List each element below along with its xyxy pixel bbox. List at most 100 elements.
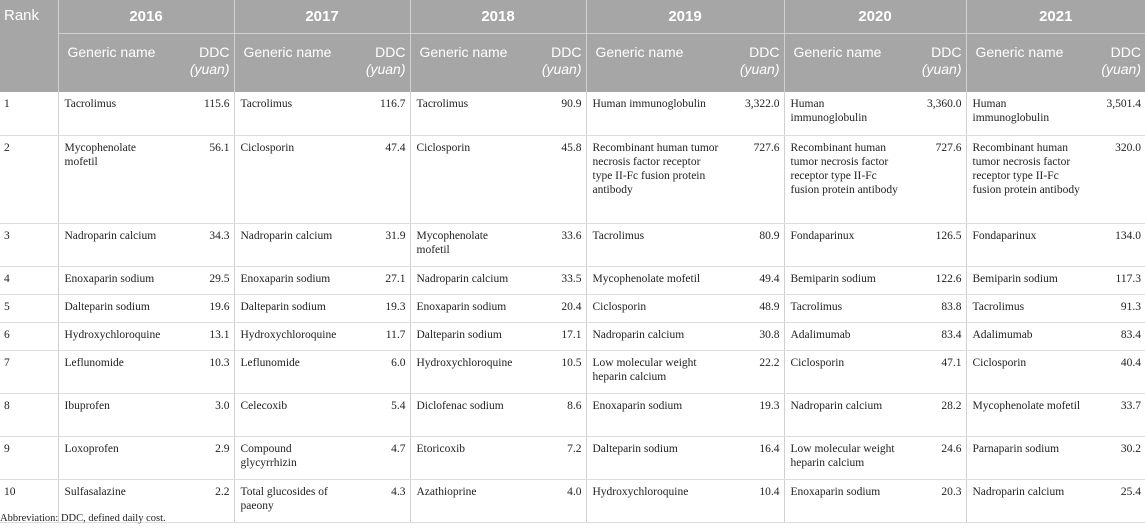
generic-name-cell: Ciclosporin [409,135,526,224]
rank-cell: 2 [0,135,58,224]
generic-name-cell: Hydroxychloroquine [57,322,174,351]
generic-name-cell: Mycophenolate mofetil [57,135,174,224]
ddc-header: DDC (yuan) [907,33,966,92]
generic-name-cell: Tacrolimus [585,223,724,267]
year-header: 2018 [409,0,586,34]
ddc-value-cell: 83.4 [1086,322,1145,351]
ddc-value-cell: 727.6 [907,135,966,224]
generic-name-cell: Nadroparin calcium [783,393,907,437]
ddc-value-cell: 3.0 [174,393,234,437]
ddc-value-cell: 320.0 [1086,135,1145,224]
ddc-value-cell: 8.6 [526,393,586,437]
ddc-header: DDC (yuan) [526,33,586,92]
ddc-value-cell: 28.2 [907,393,966,437]
ddc-header-label: DDC [931,44,962,60]
ddc-value-cell: 29.5 [174,266,234,295]
ddc-header-unit: (yuan) [921,61,962,77]
ddc-header-label: DDC [1110,44,1141,60]
generic-name-cell: Nadroparin calcium [409,266,526,295]
ddc-header-unit: (yuan) [739,61,780,77]
generic-name-cell: Enoxaparin sodium [233,266,350,295]
generic-name-cell: Fondaparinux [783,223,907,267]
ddc-value-cell: 83.4 [907,322,966,351]
ddc-value-cell: 6.0 [350,350,410,394]
ddc-header: DDC (yuan) [174,33,234,92]
year-header: 2016 [57,0,234,34]
generic-name-header: Generic name [783,33,907,92]
generic-name-cell: Leflunomide [57,350,174,394]
ddc-value-cell: 2.9 [174,436,234,480]
ddc-value-cell: 115.6 [174,92,234,136]
table-row: 7 Leflunomide 10.3 Leflunomide 6.0 Hydroxychl… [0,350,1145,394]
table-row: 6 Hydroxychloroquine 13.1 Hydroxychloroquin… [0,322,1145,351]
ddc-header: DDC (yuan) [350,33,410,92]
ddc-value-cell: 10.4 [724,479,784,523]
generic-name-cell: Ciclosporin [783,350,907,394]
ddc-value-cell: 49.4 [724,266,784,295]
generic-name-cell: Diclofenac sodium [409,393,526,437]
ddc-value-cell: 30.2 [1086,436,1145,480]
generic-name-cell: Nadroparin calcium [965,479,1086,523]
ddc-value-cell: 83.8 [907,294,966,323]
ddc-value-cell: 126.5 [907,223,966,267]
ddc-value-cell: 34.3 [174,223,234,267]
ddc-value-cell: 5.4 [350,393,410,437]
ddc-value-cell: 20.4 [526,294,586,323]
rank-cell: 6 [0,322,58,351]
rank-header: Rank [0,0,58,92]
ddc-value-cell: 17.1 [526,322,586,351]
table-row: 10 Sulfasalazine 2.2 Total glucosides of pa… [0,479,1145,523]
generic-name-cell: Adalimumab [965,322,1086,351]
rank-cell: 8 [0,393,58,437]
generic-name-cell: Low molecular weight heparin calcium [783,436,907,480]
table-row: 4 Enoxaparin sodium 29.5 Enoxaparin sodium 2… [0,266,1145,295]
ddc-value-cell: 7.2 [526,436,586,480]
generic-name-cell: Hydroxychloroquine [409,350,526,394]
generic-name-cell: Tacrolimus [965,294,1086,323]
generic-name-cell: Ciclosporin [233,135,350,224]
generic-name-cell: Dalteparin sodium [57,294,174,323]
ddc-value-cell: 22.2 [724,350,784,394]
generic-name-cell: Enoxaparin sodium [409,294,526,323]
year-header: 2017 [233,0,410,34]
ddc-value-cell: 20.3 [907,479,966,523]
ddc-header-label: DDC [199,44,230,60]
ddc-value-cell: 4.7 [350,436,410,480]
rank-cell: 9 [0,436,58,480]
ddc-value-cell: 727.6 [724,135,784,224]
ddc-value-cell: 33.5 [526,266,586,295]
generic-name-cell: Bemiparin sodium [965,266,1086,295]
ddc-header-label: DDC [551,44,582,60]
ddc-value-cell: 91.3 [1086,294,1145,323]
ddc-value-cell: 3,360.0 [907,92,966,136]
generic-name-cell: Azathioprine [409,479,526,523]
generic-name-cell: Dalteparin sodium [585,436,724,480]
ddc-value-cell: 80.9 [724,223,784,267]
ddc-header-unit: (yuan) [541,61,582,77]
generic-name-cell: Low molecular weight heparin calcium [585,350,724,394]
generic-name-cell: Tacrolimus [783,294,907,323]
ddc-value-cell: 117.3 [1086,266,1145,295]
generic-name-cell: Mycophenolate mofetil [585,266,724,295]
generic-name-cell: Nadroparin calcium [585,322,724,351]
ddc-value-cell: 11.7 [350,322,410,351]
generic-name-cell: Enoxaparin sodium [783,479,907,523]
ddc-value-cell: 13.1 [174,322,234,351]
rank-cell: 1 [0,92,58,136]
ddc-value-cell: 48.9 [724,294,784,323]
generic-name-cell: Adalimumab [783,322,907,351]
ddc-value-cell: 47.4 [350,135,410,224]
ddc-value-cell: 31.9 [350,223,410,267]
ddc-header-unit: (yuan) [189,61,230,77]
generic-name-cell: Etoricoxib [409,436,526,480]
generic-name-cell: Tacrolimus [233,92,350,136]
generic-name-cell: Nadroparin calcium [57,223,174,267]
ddc-value-cell: 3,501.4 [1086,92,1145,136]
ddc-header-unit: (yuan) [1101,61,1141,77]
generic-name-cell: Mycophenolate mofetil [965,393,1086,437]
ddc-value-cell: 19.3 [724,393,784,437]
rank-cell: 4 [0,266,58,295]
generic-name-cell: Ibuprofen [57,393,174,437]
rank-cell: 3 [0,223,58,267]
